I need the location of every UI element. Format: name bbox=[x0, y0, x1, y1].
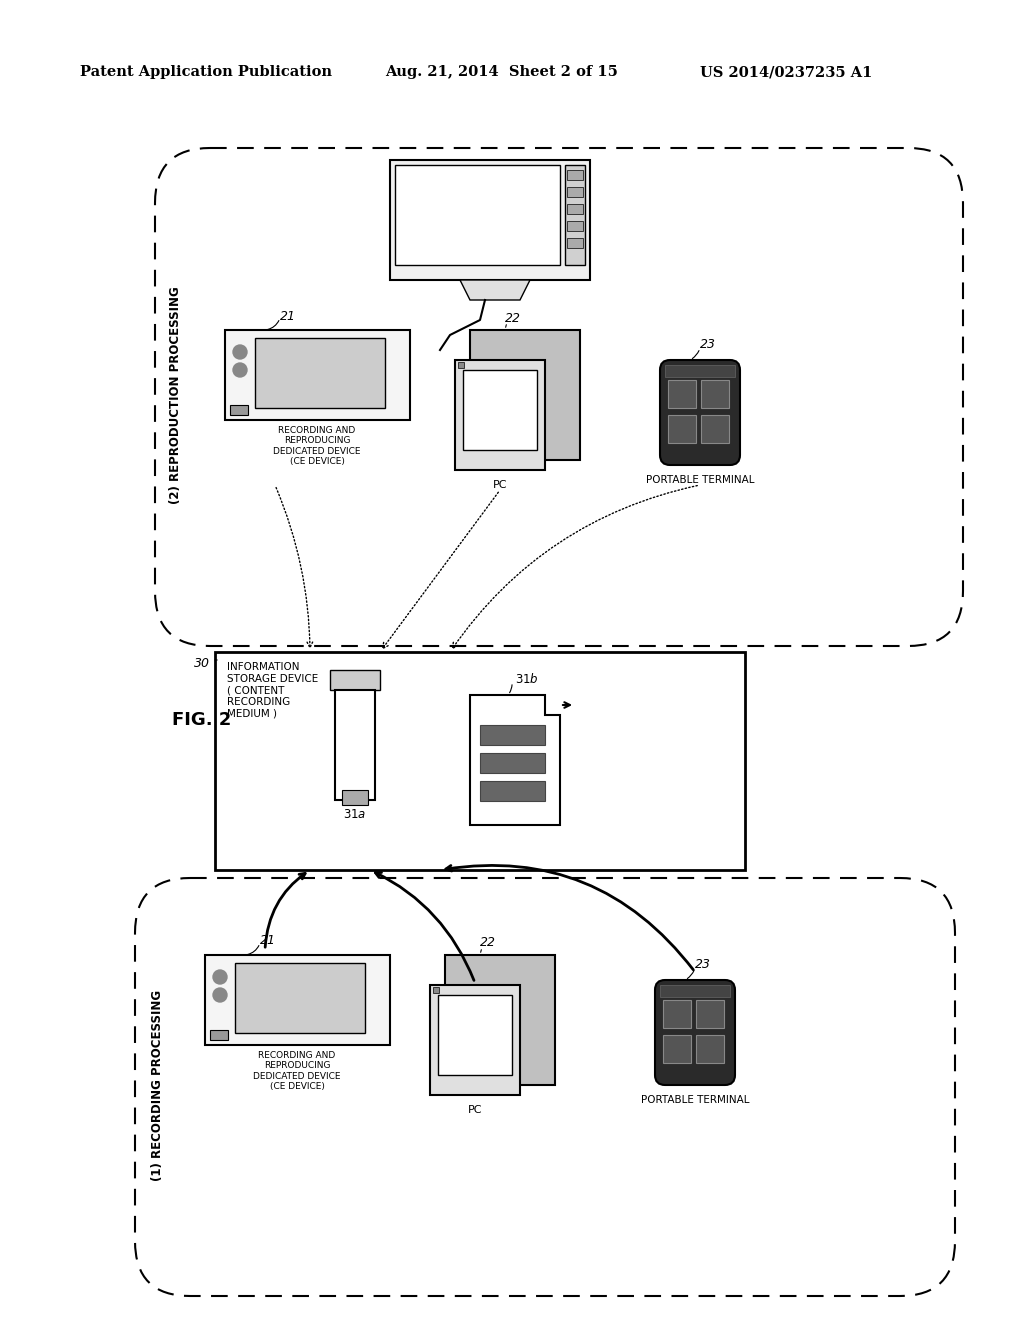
Bar bbox=[480, 725, 545, 744]
Bar bbox=[470, 330, 580, 459]
Bar bbox=[335, 690, 375, 800]
Bar bbox=[701, 380, 729, 408]
Bar bbox=[663, 1001, 691, 1028]
Bar bbox=[430, 985, 520, 1096]
Bar bbox=[463, 370, 537, 450]
Bar bbox=[668, 414, 696, 444]
Text: PORTABLE TERMINAL: PORTABLE TERMINAL bbox=[641, 1096, 750, 1105]
Text: (1) RECORDING PROCESSING: (1) RECORDING PROCESSING bbox=[152, 990, 165, 1180]
Bar bbox=[205, 954, 390, 1045]
Bar bbox=[458, 362, 464, 368]
Polygon shape bbox=[460, 280, 530, 300]
Bar bbox=[567, 187, 583, 197]
Text: 23: 23 bbox=[700, 338, 716, 351]
Text: Patent Application Publication: Patent Application Publication bbox=[80, 65, 332, 79]
Text: RECORDING AND
REPRODUCING
DEDICATED DEVICE
(CE DEVICE): RECORDING AND REPRODUCING DEDICATED DEVI… bbox=[273, 426, 360, 466]
Text: Aug. 21, 2014  Sheet 2 of 15: Aug. 21, 2014 Sheet 2 of 15 bbox=[385, 65, 617, 79]
Text: (2) REPRODUCTION PROCESSING: (2) REPRODUCTION PROCESSING bbox=[169, 286, 181, 504]
Bar bbox=[701, 414, 729, 444]
Text: 21: 21 bbox=[260, 935, 276, 948]
Text: 30: 30 bbox=[194, 657, 210, 671]
Bar bbox=[234, 964, 365, 1034]
Bar bbox=[696, 1035, 724, 1063]
Bar bbox=[330, 671, 380, 690]
Bar bbox=[567, 220, 583, 231]
Circle shape bbox=[233, 345, 247, 359]
Text: RECORDING AND
REPRODUCING
DEDICATED DEVICE
(CE DEVICE): RECORDING AND REPRODUCING DEDICATED DEVI… bbox=[253, 1051, 341, 1092]
Text: INFORMATION
STORAGE DEVICE
( CONTENT
RECORDING
MEDIUM ): INFORMATION STORAGE DEVICE ( CONTENT REC… bbox=[227, 663, 318, 718]
FancyBboxPatch shape bbox=[655, 979, 735, 1085]
Polygon shape bbox=[470, 696, 560, 825]
Text: $\mathit{31b}$: $\mathit{31b}$ bbox=[515, 672, 539, 686]
Bar bbox=[480, 752, 545, 774]
Text: $\mathit{31a}$: $\mathit{31a}$ bbox=[343, 808, 367, 821]
Bar bbox=[567, 170, 583, 180]
Circle shape bbox=[233, 363, 247, 378]
Text: PC: PC bbox=[468, 1105, 482, 1115]
Text: US 2014/0237235 A1: US 2014/0237235 A1 bbox=[700, 65, 872, 79]
Bar bbox=[567, 205, 583, 214]
Text: 22: 22 bbox=[505, 312, 521, 325]
Bar bbox=[567, 238, 583, 248]
Bar bbox=[665, 366, 735, 378]
Text: PORTABLE TERMINAL: PORTABLE TERMINAL bbox=[646, 475, 755, 484]
Bar bbox=[565, 165, 585, 265]
Bar bbox=[445, 954, 555, 1085]
Text: FIG. 2: FIG. 2 bbox=[172, 711, 231, 729]
Bar bbox=[210, 1030, 228, 1040]
Bar bbox=[455, 360, 545, 470]
Bar bbox=[215, 652, 745, 870]
Bar bbox=[663, 1035, 691, 1063]
Bar bbox=[390, 160, 590, 280]
Bar bbox=[225, 330, 410, 420]
Text: 23: 23 bbox=[695, 957, 711, 970]
Bar bbox=[668, 380, 696, 408]
Text: 21: 21 bbox=[280, 309, 296, 322]
Bar bbox=[433, 987, 439, 993]
Bar bbox=[255, 338, 385, 408]
Bar bbox=[696, 1001, 724, 1028]
Circle shape bbox=[213, 987, 227, 1002]
Text: 22: 22 bbox=[480, 936, 496, 949]
Text: PC: PC bbox=[493, 480, 507, 490]
Bar bbox=[342, 789, 368, 805]
FancyBboxPatch shape bbox=[660, 360, 740, 465]
Bar bbox=[438, 995, 512, 1074]
Bar bbox=[230, 405, 248, 414]
Circle shape bbox=[213, 970, 227, 983]
Bar bbox=[480, 781, 545, 801]
Bar bbox=[395, 165, 560, 265]
Bar bbox=[660, 985, 730, 997]
